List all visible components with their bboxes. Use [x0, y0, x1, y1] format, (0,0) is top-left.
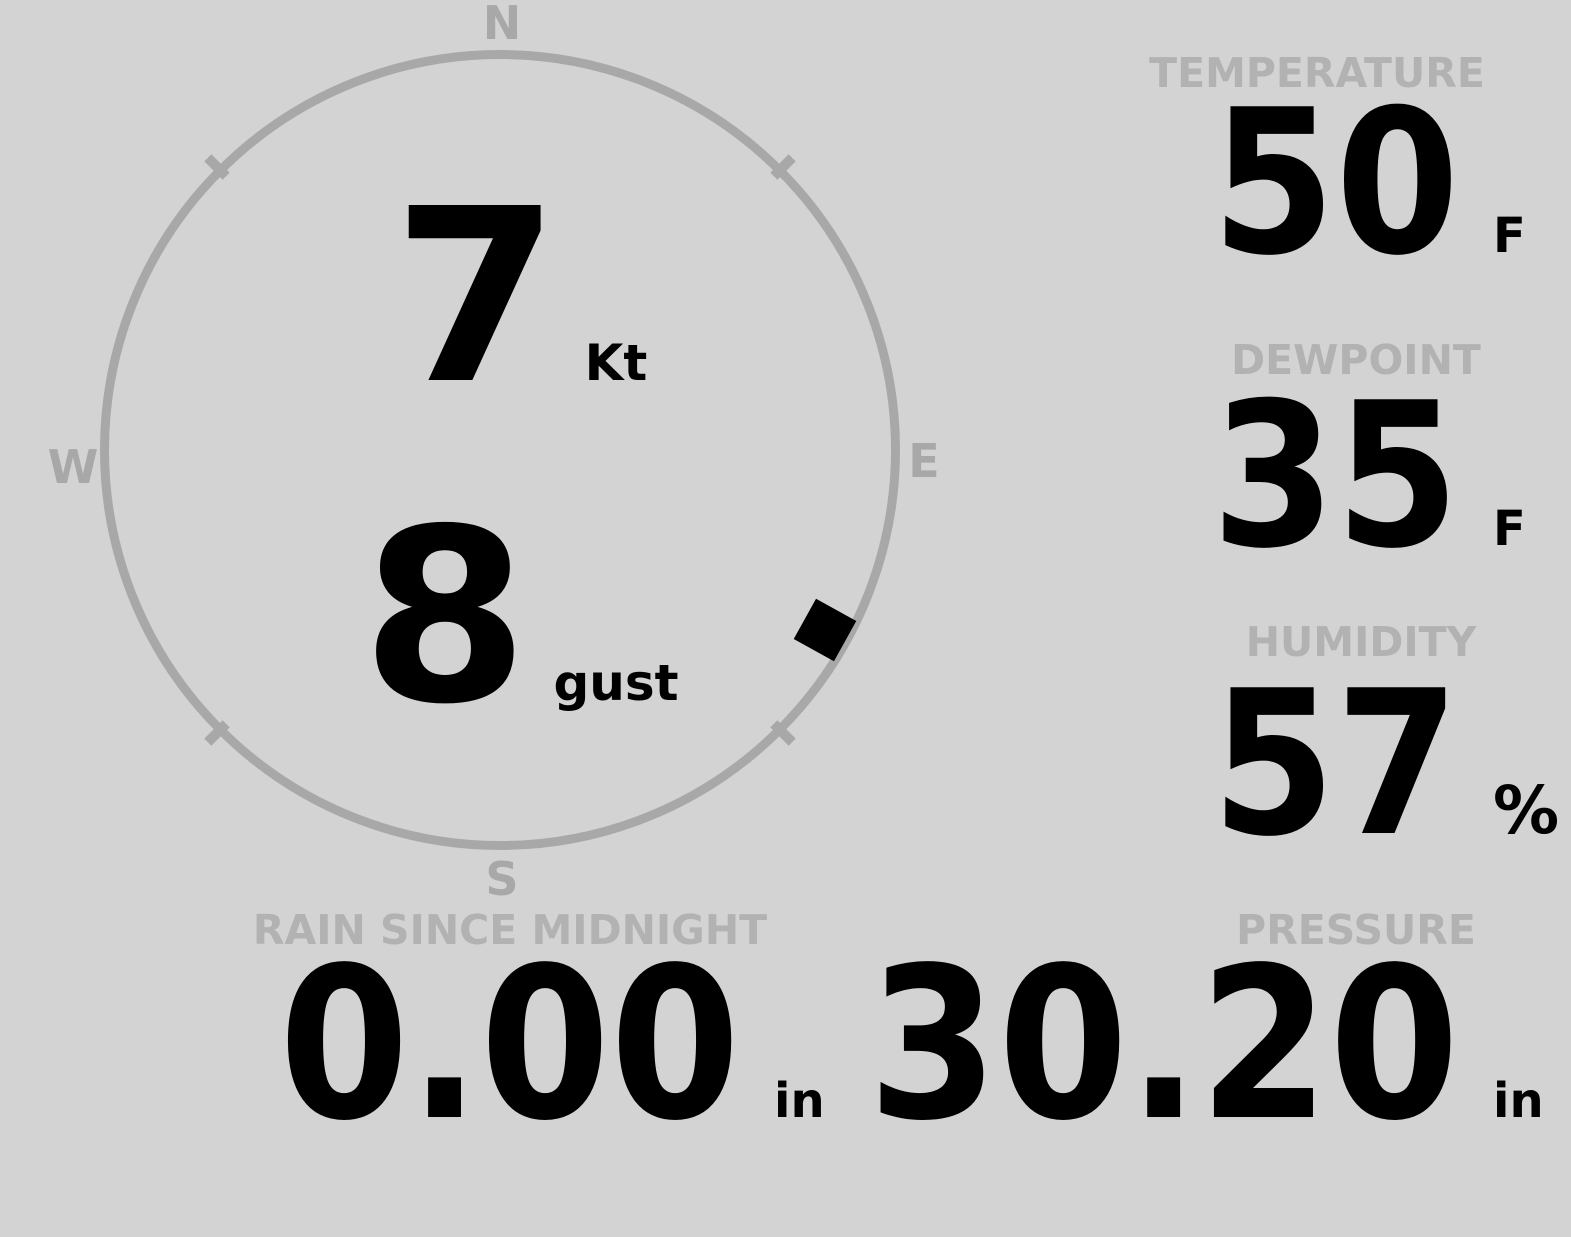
dewpoint-unit: F — [1493, 501, 1526, 557]
wind-speed-value: 7 — [392, 157, 560, 437]
temperature-value: 50 — [1211, 67, 1459, 300]
dewpoint-value: 35 — [1211, 360, 1459, 593]
humidity-reading: 57 % — [1181, 648, 1560, 881]
wind-readings: 7 Kt 8 gust — [100, 50, 900, 850]
temperature-unit: F — [1493, 208, 1526, 264]
rain-since-midnight-unit: in — [774, 1073, 825, 1129]
wind-compass-ring — [100, 50, 900, 850]
rain-since-midnight-value: 0.00 — [278, 922, 740, 1167]
pressure-reading: 30.20 in — [795, 940, 1545, 1150]
rain-since-midnight-reading: 0.00 in — [222, 940, 826, 1150]
temperature-label: TEMPERATURE — [1149, 49, 1485, 97]
wind-speed-row: 7 Kt — [393, 177, 648, 417]
wind-gust-value: 8 — [361, 477, 529, 757]
wind-gust-unit: gust — [553, 654, 679, 712]
dewpoint-reading: 35 F — [1181, 377, 1545, 577]
pressure-label: PRESSURE — [1236, 906, 1476, 954]
compass-label-north: N — [482, 0, 522, 50]
humidity-unit: % — [1493, 772, 1560, 849]
wind-gust-row: 8 gust — [361, 497, 678, 737]
dewpoint-label: DEWPOINT — [1231, 336, 1481, 384]
compass-label-west: W — [47, 440, 99, 494]
humidity-value: 57 — [1211, 648, 1459, 881]
pressure-unit: in — [1493, 1073, 1544, 1129]
wind-speed-unit: Kt — [584, 334, 648, 392]
rain-since-midnight-label: RAIN SINCE MIDNIGHT — [252, 906, 768, 954]
compass-label-south: S — [485, 852, 519, 906]
compass-label-east: E — [908, 434, 940, 488]
temperature-reading: 50 F — [1181, 84, 1545, 284]
humidity-label: HUMIDITY — [1245, 618, 1477, 666]
pressure-value: 30.20 — [867, 922, 1459, 1167]
